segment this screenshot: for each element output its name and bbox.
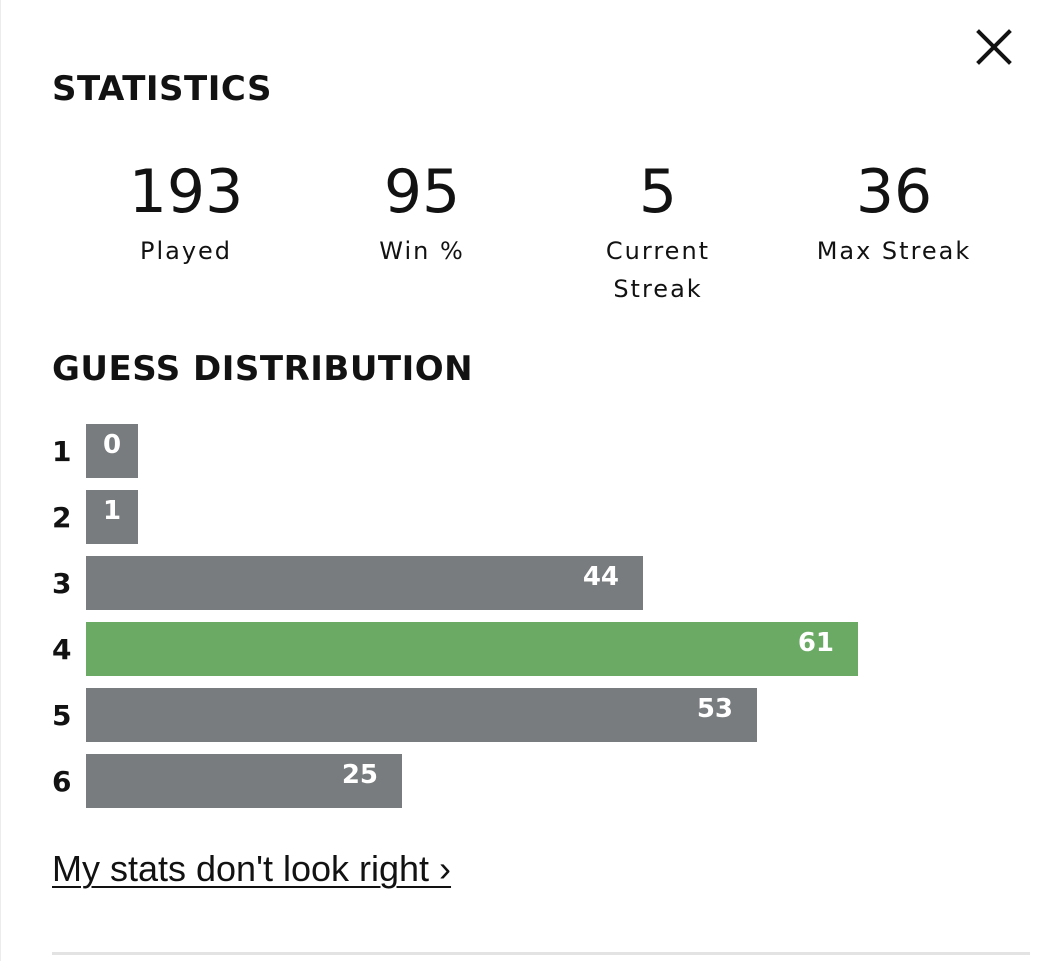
stat-value: 95 — [383, 157, 461, 227]
guess-number: 3 — [52, 566, 72, 600]
guess-bar: 44 — [86, 556, 643, 610]
stat-max-streak: 36 Max Streak — [776, 156, 1012, 308]
guess-count: 25 — [341, 760, 378, 790]
guess-distribution-heading: GUESS DISTRIBUTION — [52, 349, 474, 389]
guess-number: 2 — [52, 500, 72, 534]
guess-row: 2 1 — [52, 490, 1012, 544]
guess-row: 4 61 — [52, 622, 1012, 676]
stat-value: 36 — [855, 157, 933, 227]
stat-played: 193 Played — [68, 156, 304, 308]
guess-bar: 0 — [86, 424, 138, 478]
stats-row: 193 Played 95 Win % 5 Current Streak 36 … — [68, 156, 1012, 308]
guess-number: 5 — [52, 698, 72, 732]
close-icon — [976, 29, 1012, 65]
stat-win-percent: 95 Win % — [304, 156, 540, 308]
stat-label: Win % — [379, 237, 465, 265]
guess-count: 0 — [102, 430, 122, 460]
guess-count: 53 — [696, 694, 733, 724]
stat-label: Max Streak — [816, 237, 972, 265]
stat-label: Current Streak — [605, 237, 711, 303]
guess-number: 1 — [52, 434, 72, 468]
guess-distribution-list: 1 0 2 1 3 44 4 — [52, 424, 1012, 820]
guess-number: 6 — [52, 764, 72, 798]
statistics-heading: STATISTICS — [52, 69, 272, 109]
guess-bar-track: 61 — [86, 622, 986, 676]
guess-row: 5 53 — [52, 688, 1012, 742]
stat-value: 5 — [638, 157, 678, 227]
stats-help-link[interactable]: My stats don't look right › — [52, 848, 452, 889]
guess-bar: 61 — [86, 622, 858, 676]
guess-row: 1 0 — [52, 424, 1012, 478]
stat-current-streak: 5 Current Streak — [540, 156, 776, 308]
guess-bar-track: 53 — [86, 688, 986, 742]
guess-bar: 1 — [86, 490, 138, 544]
close-button[interactable] — [971, 24, 1017, 70]
stat-value: 193 — [128, 157, 244, 227]
guess-bar-track: 44 — [86, 556, 986, 610]
guess-row: 3 44 — [52, 556, 1012, 610]
guess-bar: 53 — [86, 688, 757, 742]
guess-bar: 25 — [86, 754, 402, 808]
guess-count: 61 — [797, 628, 834, 658]
guess-bar-track: 0 — [86, 424, 986, 478]
guess-row: 6 25 — [52, 754, 1012, 808]
guess-number: 4 — [52, 632, 72, 666]
guess-count: 1 — [102, 496, 122, 526]
guess-bar-track: 25 — [86, 754, 986, 808]
guess-count: 44 — [582, 562, 619, 592]
guess-bar-track: 1 — [86, 490, 986, 544]
divider — [52, 952, 1030, 955]
stat-label: Played — [139, 237, 233, 265]
